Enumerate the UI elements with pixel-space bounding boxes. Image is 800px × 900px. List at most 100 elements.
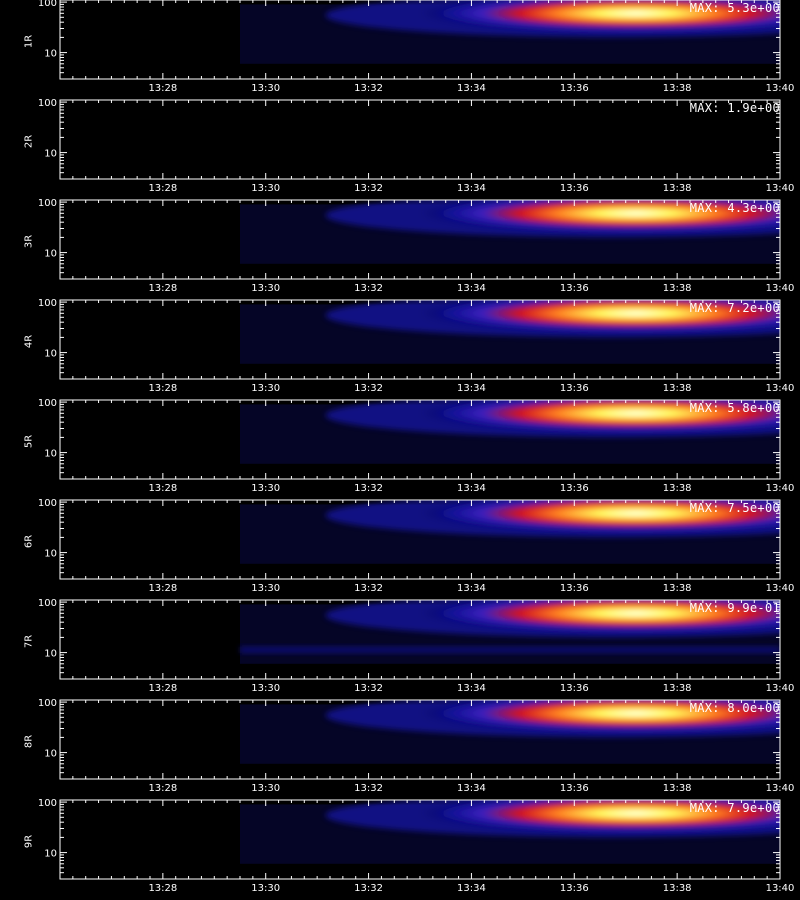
y-tick-label: 10 [44, 549, 57, 560]
x-tick-label: 13:40 [766, 383, 795, 394]
panel-label: 1R [23, 34, 35, 49]
max-value-label: MAX: 7.5e+00 [689, 501, 780, 515]
x-tick-label: 13:28 [148, 83, 177, 94]
low-band-emission-7R [240, 646, 780, 653]
x-tick-label: 13:38 [663, 483, 692, 494]
y-tick-label: 10 [44, 249, 57, 260]
x-tick-label: 13:28 [148, 583, 177, 594]
x-tick-label: 13:34 [457, 683, 486, 694]
y-tick-label: 100 [38, 698, 57, 709]
x-tick-label: 13:30 [251, 483, 280, 494]
y-tick-label: 100 [38, 398, 57, 409]
spectrogram-2R: 10 100 13:28 13:30 13:32 13:34 13:36 13:38 13:40 [38, 98, 795, 194]
max-value-label: MAX: 4.3e+00 [689, 201, 780, 215]
x-tick-label: 13:32 [354, 883, 383, 894]
x-tick-label: 13:34 [457, 783, 486, 794]
emission-core-3R [421, 200, 780, 234]
x-tick-label: 13:30 [251, 283, 280, 294]
y-tick-label: 10 [44, 649, 57, 660]
x-tick-label: 13:28 [148, 283, 177, 294]
x-tick-label: 13:34 [457, 483, 486, 494]
max-value-label: MAX: 5.8e+00 [689, 401, 780, 415]
x-tick-label: 13:30 [251, 183, 280, 194]
x-tick-label: 13:38 [663, 183, 692, 194]
x-tick-label: 13:28 [148, 683, 177, 694]
x-tick-label: 13:34 [457, 883, 486, 894]
x-tick-label: 13:40 [766, 83, 795, 94]
y-tick-label: 10 [44, 849, 57, 860]
emission-core-4R [421, 300, 780, 334]
x-tick-label: 13:36 [560, 483, 589, 494]
x-tick-label: 13:28 [148, 383, 177, 394]
x-tick-label: 13:40 [766, 283, 795, 294]
panel-8R: 10 100 13:28 13:30 13:32 13:34 13:36 13:38 13:40… [0, 698, 800, 798]
x-tick-label: 13:36 [560, 583, 589, 594]
emission-core-6R [421, 500, 780, 534]
max-value-label: MAX: 8.0e+00 [689, 701, 780, 715]
panel-label: 7R [23, 634, 35, 649]
y-tick-label: 100 [38, 498, 57, 509]
emission-core-9R [421, 800, 780, 834]
x-tick-label: 13:36 [560, 683, 589, 694]
emission-core-1R [421, 0, 780, 34]
x-tick-label: 13:34 [457, 183, 486, 194]
max-value-label: MAX: 7.2e+00 [689, 301, 780, 315]
y-tick-label: 10 [44, 149, 57, 160]
panel-label: 2R [23, 134, 35, 149]
max-value-label: MAX: 9.9e-01 [689, 601, 780, 615]
x-tick-label: 13:38 [663, 83, 692, 94]
spectrogram-7R: 10 100 13:28 13:30 13:32 13:34 13:36 13:38 13:40 [38, 598, 795, 694]
x-tick-label: 13:28 [148, 883, 177, 894]
x-tick-label: 13:32 [354, 583, 383, 594]
emission-core-5R [421, 400, 780, 434]
y-tick-label: 100 [38, 298, 57, 309]
x-tick-label: 13:38 [663, 583, 692, 594]
panel-label: 8R [23, 734, 35, 749]
spectrogram-5R: 10 100 13:28 13:30 13:32 13:34 13:36 13:38 13:40 [38, 398, 795, 494]
x-tick-label: 13:34 [457, 383, 486, 394]
x-tick-label: 13:28 [148, 783, 177, 794]
x-tick-label: 13:32 [354, 383, 383, 394]
x-tick-label: 13:40 [766, 483, 795, 494]
x-tick-label: 13:38 [663, 383, 692, 394]
x-tick-label: 13:36 [560, 383, 589, 394]
x-tick-label: 13:36 [560, 883, 589, 894]
x-tick-label: 13:38 [663, 283, 692, 294]
panel-label: 5R [23, 434, 35, 449]
y-tick-label: 10 [44, 49, 57, 60]
panel-3R: 10 100 13:28 13:30 13:32 13:34 13:36 13:38 13:40… [0, 198, 800, 298]
y-tick-label: 100 [38, 98, 57, 109]
x-tick-label: 13:40 [766, 783, 795, 794]
panel-9R: 10 100 13:28 13:30 13:32 13:34 13:36 13:38 13:40… [0, 798, 800, 898]
x-tick-label: 13:38 [663, 683, 692, 694]
x-tick-label: 13:28 [148, 183, 177, 194]
spectrogram-3R: 10 100 13:28 13:30 13:32 13:34 13:36 13:38 13:40 [38, 198, 795, 294]
panel-4R: 10 100 13:28 13:30 13:32 13:34 13:36 13:38 13:40… [0, 298, 800, 398]
panel-2R: 10 100 13:28 13:30 13:32 13:34 13:36 13:38 13:40… [0, 98, 800, 198]
y-tick-label: 10 [44, 449, 57, 460]
x-tick-label: 13:34 [457, 83, 486, 94]
x-tick-label: 13:32 [354, 283, 383, 294]
x-tick-label: 13:32 [354, 483, 383, 494]
x-tick-label: 13:30 [251, 83, 280, 94]
spectrogram-6R: 10 100 13:28 13:30 13:32 13:34 13:36 13:38 13:40 [38, 498, 795, 594]
panel-label: 9R [23, 834, 35, 849]
max-value-label: MAX: 1.9e+00 [689, 101, 780, 115]
spectrogram-4R: 10 100 13:28 13:30 13:32 13:34 13:36 13:38 13:40 [38, 298, 795, 394]
spectrogram-1R: 10 100 13:28 13:30 13:32 13:34 13:36 13:38 13:40 [38, 0, 795, 94]
panel-1R: 10 100 13:28 13:30 13:32 13:34 13:36 13:38 13:40… [0, 0, 800, 98]
x-tick-label: 13:30 [251, 783, 280, 794]
x-tick-label: 13:30 [251, 683, 280, 694]
panel-5R: 10 100 13:28 13:30 13:32 13:34 13:36 13:38 13:40… [0, 398, 800, 498]
panel-label: 6R [23, 534, 35, 549]
x-tick-label: 13:40 [766, 883, 795, 894]
y-tick-label: 10 [44, 749, 57, 760]
x-tick-label: 13:40 [766, 683, 795, 694]
x-tick-label: 13:30 [251, 383, 280, 394]
x-tick-label: 13:40 [766, 583, 795, 594]
x-tick-label: 13:30 [251, 883, 280, 894]
x-tick-label: 13:32 [354, 683, 383, 694]
y-tick-label: 10 [44, 349, 57, 360]
panel-label: 4R [23, 334, 35, 349]
x-tick-label: 13:28 [148, 483, 177, 494]
